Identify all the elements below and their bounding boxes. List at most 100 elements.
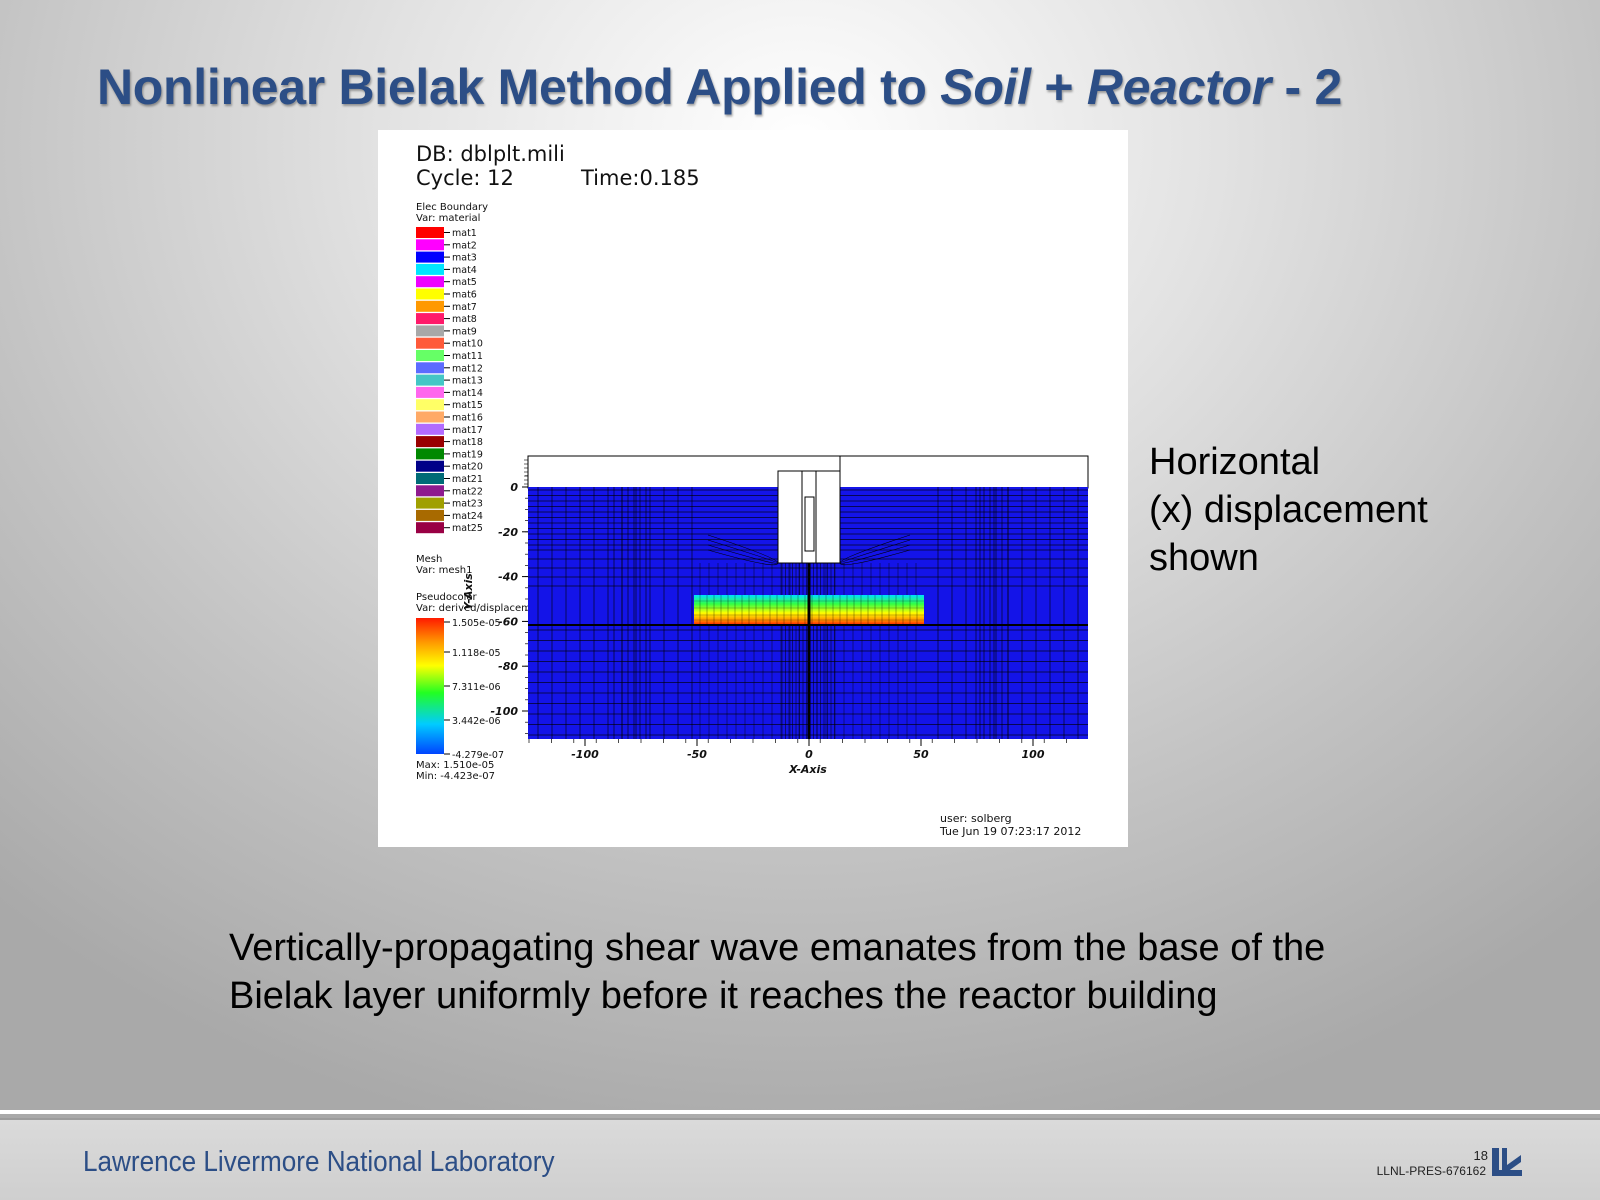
- material-swatch: [416, 509, 444, 521]
- time-label: Time:0.185: [580, 166, 700, 190]
- material-swatch: [416, 227, 444, 238]
- material-label: mat18: [452, 437, 483, 448]
- mesh-arc: [707, 539, 779, 564]
- mesh-arc: [707, 544, 779, 564]
- date-label: Tue Jun 19 07:23:17 2012: [939, 825, 1081, 838]
- pseudocolor-header-2: Var: derived/displacement/x: [416, 603, 557, 614]
- x-tick-label: 50: [913, 748, 929, 761]
- db-label: DB: dblplt.mili: [416, 142, 565, 166]
- material-swatch: [416, 239, 444, 251]
- mesh-arc: [839, 539, 911, 564]
- material-swatch: [416, 399, 444, 411]
- material-swatch: [416, 337, 444, 349]
- colorbar-tick-label: -4.279e-07: [452, 750, 504, 761]
- y-tick-label: -20: [498, 526, 518, 539]
- material-swatch: [416, 448, 444, 460]
- colorbar-tick-label: 1.505e-05: [452, 618, 501, 629]
- mesh-header-1: Mesh: [416, 554, 442, 565]
- reactor-building: [777, 470, 841, 564]
- title-part-1: Nonlinear Bielak Method Applied to: [97, 59, 941, 115]
- material-swatch: [416, 497, 444, 509]
- material-label: mat8: [452, 314, 477, 325]
- material-label: mat3: [452, 253, 477, 264]
- side-note-line-1: Horizontal: [1149, 441, 1321, 483]
- legend-header-2: Var: material: [416, 213, 480, 224]
- material-swatch: [416, 436, 444, 448]
- material-label: mat19: [452, 449, 483, 460]
- material-label: mat23: [452, 499, 483, 510]
- material-label: mat7: [452, 302, 477, 313]
- caption-line-2: Bielak layer uniformly before it reaches…: [229, 975, 1218, 1017]
- material-swatch: [416, 313, 444, 325]
- plot-svg: DB: dblplt.mili Cycle: 12 Time:0.185 Ele…: [416, 142, 1089, 838]
- mesh-arc: [839, 534, 911, 564]
- material-label: mat24: [452, 511, 483, 522]
- material-swatch: [416, 473, 444, 484]
- material-swatch: [416, 362, 444, 374]
- material-label: mat14: [452, 388, 483, 399]
- y-axis: 0 -20 -40 -60 -80 -100: [490, 475, 528, 734]
- colorbar-tick-label: 3.442e-06: [452, 716, 501, 727]
- side-note: Horizontal (x) displacement shown: [1149, 438, 1589, 582]
- x-tick-label: -50: [687, 748, 707, 761]
- material-swatch: [416, 288, 444, 300]
- mesh-arc: [707, 549, 779, 566]
- title-part-reactor: Reactor: [1086, 59, 1271, 115]
- material-label: mat2: [452, 240, 477, 251]
- user-label: user: solberg: [940, 812, 1012, 825]
- caption-line-1: Vertically-propagating shear wave emanat…: [229, 927, 1326, 969]
- mesh-header-2: Var: mesh1: [416, 565, 472, 576]
- slide-title: Nonlinear Bielak Method Applied to Soil …: [97, 58, 1342, 116]
- cycle-label: Cycle: 12: [416, 166, 514, 190]
- footer-divider-shadow: [0, 1118, 1600, 1120]
- material-swatch: [416, 460, 444, 472]
- x-axis: -100 -50 0 50 100: [528, 739, 1067, 761]
- y-tick-label: -40: [498, 571, 518, 584]
- slide-caption: Vertically-propagating shear wave emanat…: [229, 924, 1529, 1020]
- pseudocolor-header-1: Pseudocolor: [416, 592, 478, 603]
- x-tick-label: 100: [1022, 748, 1045, 761]
- material-label: mat6: [452, 290, 477, 301]
- material-swatch: [416, 350, 444, 361]
- legend-header-1: Elec Boundary: [416, 202, 488, 213]
- material-swatch: [416, 411, 444, 423]
- material-label: mat22: [452, 486, 483, 497]
- document-id: LLNL-PRES-676162: [1376, 1164, 1486, 1178]
- material-label: mat13: [452, 376, 483, 387]
- y-tick-label: -80: [498, 660, 518, 673]
- material-label: mat16: [452, 413, 483, 424]
- material-label: mat5: [452, 277, 477, 288]
- material-label: mat15: [452, 400, 483, 411]
- title-part-plus: +: [1030, 59, 1087, 115]
- min-label: Min: -4.423e-07: [416, 771, 495, 782]
- colorbar-tick-label: 1.118e-05: [452, 648, 501, 659]
- y-axis-label: Y-Axis: [462, 573, 475, 610]
- mesh-lines: [524, 459, 1088, 739]
- x-axis-label: X-Axis: [788, 763, 827, 776]
- colorbar-ticks: 1.505e-05 1.118e-05 7.311e-06 3.442e-06 -4.2…: [444, 618, 504, 761]
- lab-name: Lawrence Livermore National Laboratory: [83, 1146, 555, 1178]
- title-part-soil: Soil: [940, 59, 1031, 115]
- material-swatch: [416, 386, 444, 398]
- visit-plot-figure: DB: dblplt.mili Cycle: 12 Time:0.185 Ele…: [378, 130, 1128, 847]
- material-swatch: [416, 423, 444, 435]
- material-label: mat9: [452, 326, 477, 337]
- material-label: mat4: [452, 265, 477, 276]
- mesh-arc: [839, 549, 911, 566]
- material-swatch: [416, 300, 444, 312]
- material-label: mat17: [452, 425, 483, 436]
- material-label: mat20: [452, 462, 483, 473]
- max-label: Max: 1.510e-05: [416, 760, 494, 771]
- material-label: mat10: [452, 339, 483, 350]
- side-note-line-3: shown: [1149, 537, 1259, 579]
- reactor-vessel: [804, 496, 815, 552]
- material-label: mat1: [452, 228, 477, 239]
- mesh-plot: [524, 455, 1089, 739]
- page-number: 18: [1473, 1148, 1488, 1163]
- title-part-number: - 2: [1270, 59, 1343, 115]
- material-swatch: [416, 374, 444, 386]
- mesh-arc: [839, 544, 911, 564]
- colorbar-tick-label: 7.311e-06: [452, 682, 501, 693]
- material-swatch: [416, 522, 444, 534]
